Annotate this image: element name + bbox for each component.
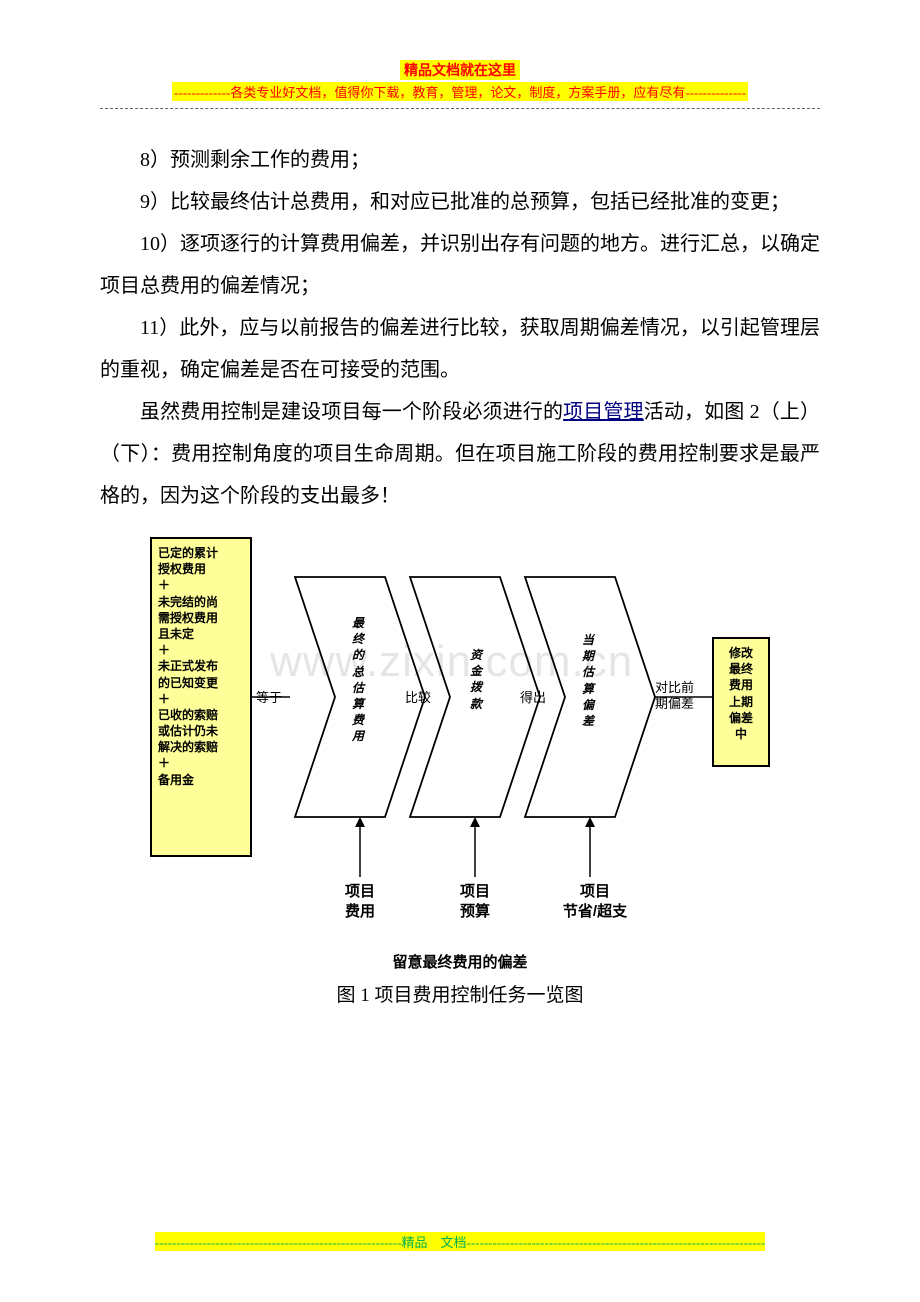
body-text: 8）预测剩余工作的费用； 9）比较最终估计总费用，和对应已批准的总预算，包括已经… (100, 139, 820, 517)
diagram-svg (150, 537, 770, 937)
header-banner: 精品文档就在这里 -------------各类专业好文档，值得你下载，教育，管… (100, 60, 820, 102)
conn-text-1: 比较 (405, 687, 431, 706)
header-divider (100, 108, 820, 109)
diagram-bottom-title: 留意最终费用的偏差 (150, 951, 770, 972)
para-11: 11）此外，应与以前报告的偏差进行比较，获取周期偏差情况，以引起管理层的重视，确… (100, 307, 820, 391)
conn-text-0: 等于 (256, 687, 282, 706)
diagram-flowchart: www.zixin.com.cn 已定的累计授权费用＋未完结的尚需授权费用且未定… (150, 537, 770, 937)
header-line1: 精品文档就在这里 (400, 60, 520, 80)
link-project-management[interactable]: 项目管理 (563, 401, 644, 423)
figure-1: www.zixin.com.cn 已定的累计授权费用＋未完结的尚需授权费用且未定… (150, 537, 770, 1007)
conn-text-2: 得出 (520, 687, 546, 706)
bottom-label-0: 项目费用 (330, 882, 390, 921)
conn-text-post: 对比前期偏差 (655, 680, 703, 711)
para-9: 9）比较最终估计总费用，和对应已批准的总预算，包括已经批准的变更； (100, 181, 820, 223)
header-line2: -------------各类专业好文档，值得你下载，教育，管理，论文，制度，方… (172, 82, 748, 101)
bottom-label-2: 项目节省/超支 (550, 882, 640, 921)
para-10: 10）逐项逐行的计算费用偏差，并识别出存有问题的地方。进行汇总，以确定项目总费用… (100, 223, 820, 307)
bottom-label-1: 项目预算 (445, 882, 505, 921)
para-12a: 虽然费用控制是建设项目每一个阶段必须进行的 (140, 401, 563, 423)
footer-text: ----------------------------------------… (155, 1232, 765, 1251)
footer-banner: ----------------------------------------… (100, 1232, 820, 1252)
document-page: 精品文档就在这里 -------------各类专业好文档，值得你下载，教育，管… (0, 0, 920, 1057)
para-8: 8）预测剩余工作的费用； (100, 139, 820, 181)
figure-caption: 图 1 项目费用控制任务一览图 (150, 980, 770, 1007)
chevron-label-1: 资金拨款 (470, 647, 482, 712)
para-12: 虽然费用控制是建设项目每一个阶段必须进行的项目管理活动，如图 2（上）（下）：费… (100, 391, 820, 517)
chevron-label-0: 最终的总估算费用 (352, 615, 364, 745)
chevron-label-2: 当期估算偏差 (582, 632, 594, 729)
